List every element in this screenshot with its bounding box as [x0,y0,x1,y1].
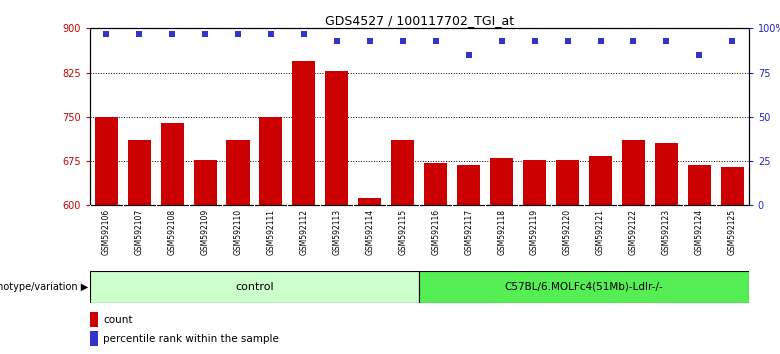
Text: GSM592114: GSM592114 [365,209,374,255]
Bar [226,141,250,205]
Bar [420,271,749,303]
Point [430,38,442,44]
Point [627,38,640,44]
Text: GSM592113: GSM592113 [332,209,342,255]
Bar [490,158,513,205]
Text: GSM592107: GSM592107 [135,209,144,255]
Bar [90,312,98,327]
Text: GSM592111: GSM592111 [267,209,275,255]
Bar [424,163,447,205]
Point [528,38,541,44]
Text: control: control [235,282,274,292]
Text: percentile rank within the sample: percentile rank within the sample [103,334,278,344]
Bar [260,117,282,205]
Text: GSM592125: GSM592125 [728,209,737,255]
Text: count: count [103,315,133,325]
Point [363,38,376,44]
Text: GSM592118: GSM592118 [497,209,506,255]
Bar [94,117,118,205]
Bar [392,141,414,205]
Bar [292,61,315,205]
Text: C57BL/6.MOLFc4(51Mb)-Ldlr-/-: C57BL/6.MOLFc4(51Mb)-Ldlr-/- [505,282,664,292]
Bar [721,167,744,205]
Text: genotype/variation ▶: genotype/variation ▶ [0,282,88,292]
Text: GSM592108: GSM592108 [168,209,176,255]
Text: GSM592121: GSM592121 [596,209,605,255]
Bar [128,141,151,205]
Text: GSM592122: GSM592122 [629,209,638,255]
Bar [688,165,711,205]
Point [100,31,112,36]
Bar [556,160,579,205]
Text: GSM592109: GSM592109 [200,209,210,255]
Point [166,31,179,36]
Point [298,31,310,36]
Bar [161,123,183,205]
Text: GSM592124: GSM592124 [695,209,704,255]
Point [726,38,739,44]
Point [331,38,343,44]
Point [396,38,409,44]
Bar [325,71,349,205]
Point [199,31,211,36]
Bar [457,165,480,205]
Text: GSM592106: GSM592106 [101,209,111,255]
Point [562,38,574,44]
Bar [358,198,381,205]
Bar [523,160,546,205]
Point [133,31,145,36]
Bar [90,331,98,346]
Point [495,38,508,44]
Point [693,52,706,58]
Text: GSM592116: GSM592116 [431,209,440,255]
Text: GSM592112: GSM592112 [300,209,308,255]
Text: GSM592119: GSM592119 [530,209,539,255]
Point [232,31,244,36]
Text: GSM592110: GSM592110 [233,209,243,255]
Bar [90,271,420,303]
Text: GSM592123: GSM592123 [662,209,671,255]
Point [660,38,672,44]
Bar [589,156,612,205]
Point [463,52,475,58]
Text: GSM592120: GSM592120 [563,209,572,255]
Bar [193,160,217,205]
Bar [622,141,645,205]
Bar [655,143,678,205]
Point [264,31,277,36]
Text: GSM592117: GSM592117 [464,209,473,255]
Point [594,38,607,44]
Text: GSM592115: GSM592115 [399,209,407,255]
Title: GDS4527 / 100117702_TGI_at: GDS4527 / 100117702_TGI_at [324,14,514,27]
